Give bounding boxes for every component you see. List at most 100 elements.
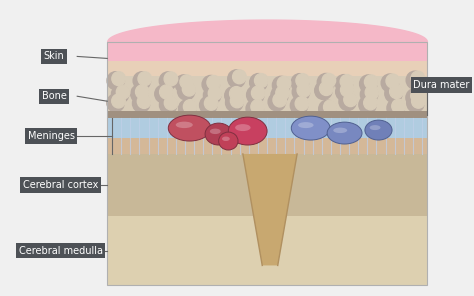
Bar <box>107 138 427 154</box>
Circle shape <box>251 100 264 114</box>
Circle shape <box>322 73 336 87</box>
Ellipse shape <box>365 120 392 140</box>
Circle shape <box>365 75 378 89</box>
Circle shape <box>159 96 177 114</box>
Circle shape <box>340 75 354 89</box>
Circle shape <box>276 86 290 100</box>
Circle shape <box>207 75 220 89</box>
Circle shape <box>340 83 354 97</box>
Circle shape <box>138 72 152 86</box>
Circle shape <box>178 82 195 100</box>
Circle shape <box>324 100 337 114</box>
Circle shape <box>390 85 403 99</box>
Circle shape <box>411 71 425 85</box>
Circle shape <box>203 86 221 104</box>
Circle shape <box>225 87 242 104</box>
Circle shape <box>111 85 129 103</box>
Circle shape <box>132 94 150 112</box>
Circle shape <box>255 74 268 88</box>
Circle shape <box>317 73 335 91</box>
Circle shape <box>226 94 243 112</box>
Circle shape <box>112 94 125 108</box>
Circle shape <box>392 99 405 113</box>
Bar <box>107 154 427 216</box>
Circle shape <box>381 74 399 92</box>
Circle shape <box>406 89 423 107</box>
Circle shape <box>159 72 177 90</box>
Circle shape <box>107 94 124 112</box>
Circle shape <box>179 100 196 118</box>
Circle shape <box>292 83 310 101</box>
Circle shape <box>183 100 197 114</box>
Circle shape <box>250 74 267 91</box>
Circle shape <box>200 96 217 114</box>
Circle shape <box>228 70 245 88</box>
Circle shape <box>230 94 244 108</box>
Circle shape <box>407 94 424 112</box>
Circle shape <box>339 93 356 111</box>
Bar <box>107 76 427 111</box>
Circle shape <box>336 83 353 101</box>
Circle shape <box>319 100 336 118</box>
Circle shape <box>277 76 291 90</box>
Circle shape <box>360 85 378 103</box>
Ellipse shape <box>210 128 221 134</box>
Ellipse shape <box>327 122 362 144</box>
Circle shape <box>344 93 357 107</box>
Circle shape <box>297 83 310 97</box>
Ellipse shape <box>222 136 230 141</box>
Circle shape <box>271 86 288 104</box>
Ellipse shape <box>228 117 267 145</box>
Circle shape <box>155 85 172 103</box>
Circle shape <box>273 76 290 94</box>
Circle shape <box>180 75 193 89</box>
Circle shape <box>107 72 125 90</box>
Bar <box>107 41 427 285</box>
Circle shape <box>204 96 218 110</box>
Text: Cerebral medulla: Cerebral medulla <box>19 245 103 255</box>
Text: Skin: Skin <box>44 52 64 62</box>
Circle shape <box>229 87 243 101</box>
Circle shape <box>364 96 377 110</box>
Circle shape <box>411 89 424 103</box>
Circle shape <box>137 94 151 108</box>
Circle shape <box>116 85 130 99</box>
Circle shape <box>112 72 126 86</box>
Bar <box>107 61 427 78</box>
Bar <box>107 41 427 76</box>
Ellipse shape <box>235 124 251 131</box>
Ellipse shape <box>333 128 347 133</box>
Ellipse shape <box>370 125 381 130</box>
Circle shape <box>359 96 376 114</box>
Circle shape <box>136 85 149 99</box>
Circle shape <box>295 96 309 111</box>
Text: Dura mater: Dura mater <box>413 80 470 90</box>
Bar <box>107 216 427 285</box>
Ellipse shape <box>292 116 330 140</box>
Circle shape <box>233 70 246 84</box>
Text: Bone: Bone <box>42 91 66 101</box>
Circle shape <box>273 93 286 107</box>
Circle shape <box>246 86 264 104</box>
Circle shape <box>133 72 151 90</box>
Circle shape <box>131 85 148 103</box>
Text: Cerebral cortex: Cerebral cortex <box>23 180 99 190</box>
Circle shape <box>202 75 219 93</box>
Circle shape <box>319 82 333 96</box>
Bar <box>107 118 427 138</box>
Ellipse shape <box>298 122 314 128</box>
Circle shape <box>160 85 173 99</box>
Circle shape <box>208 86 222 100</box>
Circle shape <box>291 96 308 115</box>
Polygon shape <box>243 154 297 266</box>
Ellipse shape <box>205 123 232 145</box>
Circle shape <box>387 99 404 117</box>
Circle shape <box>315 82 332 99</box>
Bar <box>107 111 427 118</box>
Circle shape <box>182 82 196 96</box>
Circle shape <box>246 100 264 118</box>
Circle shape <box>291 74 309 91</box>
Circle shape <box>175 75 192 93</box>
Ellipse shape <box>168 115 211 141</box>
Circle shape <box>411 94 425 108</box>
